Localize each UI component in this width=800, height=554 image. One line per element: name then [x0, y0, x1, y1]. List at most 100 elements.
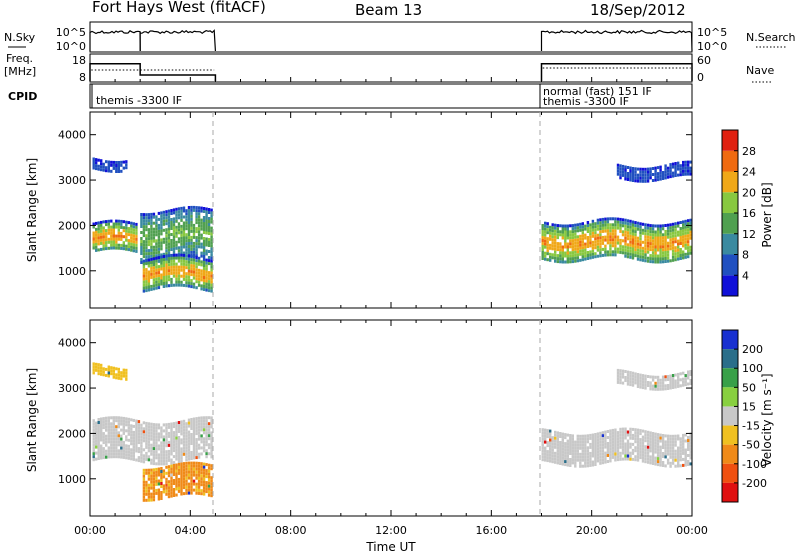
- heatmap-cell: [177, 283, 181, 287]
- heatmap-cell: [561, 257, 564, 261]
- heatmap-cell: [631, 176, 635, 179]
- heatmap-cell: [210, 467, 213, 471]
- heatmap-cell: [147, 249, 151, 253]
- heatmap-cell: [195, 447, 198, 451]
- heatmap-cell: [132, 439, 135, 443]
- heatmap-cell: [202, 261, 206, 264]
- heatmap-cell: [95, 436, 98, 440]
- heatmap-cell: [669, 455, 672, 459]
- heatmap-cell: [571, 242, 574, 246]
- heatmap-cell: [152, 233, 156, 237]
- heatmap-cell: [669, 175, 672, 179]
- heatmap-cell: [684, 252, 687, 256]
- heatmap-cell: [125, 423, 128, 427]
- heatmap-cell: [117, 376, 120, 380]
- heatmap-cell: [210, 443, 213, 447]
- colorbar-tick: -200: [742, 477, 767, 490]
- noise-right-tick-bottom: 10^0: [697, 40, 727, 53]
- heatmap-cell: [120, 243, 123, 247]
- heatmap-cell: [155, 230, 158, 234]
- heatmap-cell: [102, 432, 105, 436]
- heatmap-cell: [624, 379, 627, 382]
- heatmap-cell: [150, 452, 153, 456]
- heatmap-cell: [586, 458, 590, 462]
- heatmap-cell: [122, 419, 125, 423]
- heatmap-cell: [182, 256, 186, 260]
- heatmap-cell: [157, 229, 161, 233]
- heatmap-cell: [142, 213, 146, 217]
- heatmap-cell: [641, 240, 645, 244]
- heatmap-cell: [192, 432, 196, 436]
- heatmap-cell: [682, 235, 685, 239]
- heatmap-cell: [664, 260, 667, 263]
- heatmap-cell: [624, 433, 627, 437]
- heatmap-cell: [152, 236, 156, 240]
- heatmap-cell: [167, 458, 171, 462]
- heatmap-cell: [177, 445, 181, 448]
- heatmap-cell: [579, 458, 582, 462]
- heatmap-cell: [155, 438, 158, 442]
- heatmap-cell: [210, 211, 213, 215]
- heatmap-cell: [671, 449, 675, 453]
- heatmap-cell: [190, 267, 193, 271]
- heatmap-cell: [152, 275, 156, 279]
- heatmap-cell: [646, 256, 650, 260]
- heatmap-cell: [594, 460, 597, 463]
- heatmap-cell: [641, 255, 645, 259]
- heatmap-cell: [107, 446, 110, 450]
- heatmap-cell: [182, 425, 186, 429]
- heatmap-cell: [589, 235, 592, 239]
- heatmap-cell: [207, 223, 211, 226]
- heatmap-cell: [674, 252, 677, 256]
- heatmap-cell: [205, 449, 208, 453]
- heatmap-cell: [117, 440, 120, 444]
- heatmap-cell: [677, 257, 680, 261]
- heatmap-cell: [177, 462, 181, 466]
- heatmap-cell: [606, 445, 610, 448]
- heatmap-cell: [614, 428, 617, 432]
- heatmap-cell: [666, 384, 670, 387]
- heatmap-cell: [541, 239, 544, 242]
- heatmap-cell: [561, 251, 564, 255]
- heatmap-cell: [120, 246, 123, 250]
- heatmap-cell: [604, 235, 607, 239]
- heatmap-cell: [559, 251, 562, 255]
- heatmap-cell: [140, 450, 143, 454]
- heatmap-cell: [172, 431, 176, 435]
- heatmap-cell: [190, 461, 193, 465]
- heatmap-cell: [619, 241, 622, 245]
- heatmap-cell: [649, 446, 652, 450]
- heatmap-cell: [117, 373, 120, 377]
- heatmap-cell: [626, 373, 630, 377]
- heatmap-cell: [574, 449, 577, 453]
- heatmap-cell: [674, 385, 677, 389]
- heatmap-cell: [150, 495, 153, 499]
- heatmap-cell: [130, 236, 133, 240]
- heatmap-cell: [182, 245, 186, 249]
- heatmap-cell: [596, 459, 600, 463]
- heatmap-cell: [127, 444, 130, 448]
- heatmap-cell: [145, 445, 148, 449]
- heatmap-cell: [646, 176, 650, 180]
- heatmap-cell: [674, 464, 677, 468]
- colorbar-segment: [722, 254, 738, 276]
- heatmap-cell: [187, 457, 191, 461]
- heatmap-cell: [611, 443, 615, 447]
- heatmap-cell: [192, 261, 196, 265]
- heatmap-cell: [579, 437, 582, 441]
- heatmap-cell: [167, 215, 171, 219]
- heatmap-cell: [100, 229, 103, 233]
- heatmap-cell: [155, 444, 158, 448]
- heatmap-cell: [664, 440, 667, 444]
- heatmap-cell: [195, 488, 198, 492]
- heatmap-cell: [549, 243, 552, 247]
- heatmap-cell: [611, 250, 615, 254]
- heatmap-cell: [155, 221, 158, 225]
- heatmap-cell: [687, 255, 690, 259]
- heatmap-cell: [165, 219, 168, 223]
- heatmap-cell: [626, 430, 630, 434]
- heatmap-cell: [210, 440, 213, 444]
- heatmap-cell: [132, 240, 135, 244]
- heatmap-cell: [185, 485, 188, 489]
